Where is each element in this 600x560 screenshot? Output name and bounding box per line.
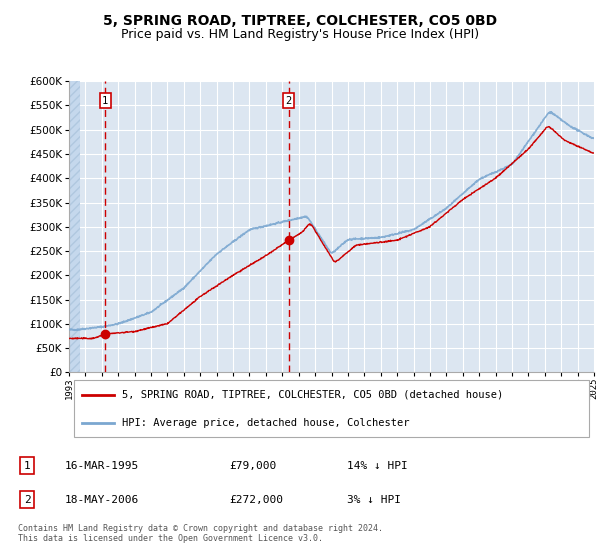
Bar	[69, 81, 80, 372]
Text: 18-MAY-2006: 18-MAY-2006	[65, 495, 139, 505]
Text: 5, SPRING ROAD, TIPTREE, COLCHESTER, CO5 0BD (detached house): 5, SPRING ROAD, TIPTREE, COLCHESTER, CO5…	[121, 390, 503, 400]
Text: HPI: Average price, detached house, Colchester: HPI: Average price, detached house, Colc…	[121, 418, 409, 428]
Text: 14% ↓ HPI: 14% ↓ HPI	[347, 460, 408, 470]
Text: 2: 2	[24, 495, 31, 505]
Text: 5, SPRING ROAD, TIPTREE, COLCHESTER, CO5 0BD: 5, SPRING ROAD, TIPTREE, COLCHESTER, CO5…	[103, 14, 497, 28]
Text: 2: 2	[286, 96, 292, 106]
Text: Contains HM Land Registry data © Crown copyright and database right 2024.
This d: Contains HM Land Registry data © Crown c…	[18, 524, 383, 543]
Text: 1: 1	[24, 460, 31, 470]
Text: 3% ↓ HPI: 3% ↓ HPI	[347, 495, 401, 505]
Text: 1: 1	[102, 96, 109, 106]
Text: £79,000: £79,000	[230, 460, 277, 470]
Text: 16-MAR-1995: 16-MAR-1995	[65, 460, 139, 470]
Text: Price paid vs. HM Land Registry's House Price Index (HPI): Price paid vs. HM Land Registry's House …	[121, 28, 479, 41]
FancyBboxPatch shape	[74, 380, 589, 437]
Text: £272,000: £272,000	[230, 495, 284, 505]
